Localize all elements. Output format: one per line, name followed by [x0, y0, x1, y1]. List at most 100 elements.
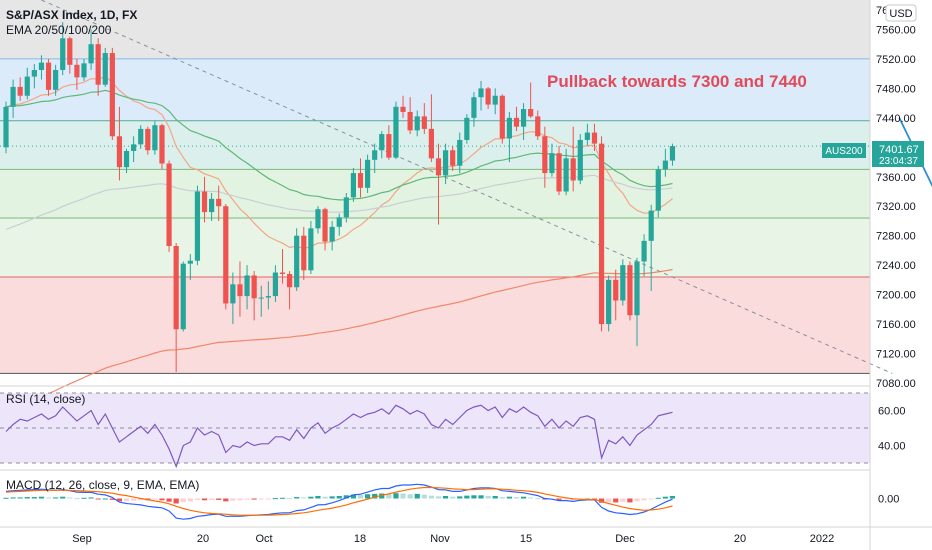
candle[interactable]	[60, 38, 66, 70]
candle[interactable]	[45, 62, 52, 90]
candle[interactable]	[265, 296, 271, 298]
macd-line[interactable]	[5, 483, 673, 520]
candle[interactable]	[24, 76, 30, 96]
candle[interactable]	[556, 153, 562, 192]
candle[interactable]	[102, 53, 108, 85]
candle[interactable]	[641, 240, 647, 262]
candle[interactable]	[435, 158, 442, 176]
candle[interactable]	[570, 158, 576, 181]
candle[interactable]	[209, 198, 215, 213]
signal-line[interactable]	[5, 486, 673, 516]
candle[interactable]	[350, 173, 357, 198]
candle[interactable]	[620, 265, 626, 301]
candle[interactable]	[287, 273, 293, 288]
candle[interactable]	[364, 159, 371, 188]
time-axis[interactable]: Sep 20 Oct 18 Nov 15 Dec 20 2022	[72, 533, 834, 545]
candle[interactable]	[3, 106, 9, 148]
currency-chip[interactable]	[885, 4, 917, 22]
candle[interactable]	[506, 117, 512, 139]
candle[interactable]	[591, 132, 598, 144]
candle[interactable]	[159, 125, 165, 164]
candle[interactable]	[237, 284, 243, 297]
candle[interactable]	[230, 284, 236, 304]
candle[interactable]	[627, 265, 633, 316]
candle[interactable]	[244, 275, 250, 297]
candle[interactable]	[308, 228, 314, 271]
rsi-line[interactable]	[5, 404, 673, 469]
candle[interactable]	[109, 53, 115, 137]
candle[interactable]	[450, 150, 456, 166]
macd-pane[interactable]	[3, 483, 676, 520]
candle[interactable]	[123, 150, 130, 168]
candle[interactable]	[584, 132, 590, 140]
candle[interactable]	[95, 44, 101, 85]
candle[interactable]	[187, 260, 193, 264]
candle[interactable]	[38, 62, 45, 70]
candle[interactable]	[414, 116, 420, 131]
candle[interactable]	[329, 226, 335, 242]
candle[interactable]	[520, 109, 527, 127]
candle[interactable]	[372, 150, 378, 160]
candle[interactable]	[393, 106, 399, 158]
candle[interactable]	[53, 69, 59, 90]
price-pane[interactable]	[0, 0, 932, 414]
candle[interactable]	[357, 173, 364, 188]
candle[interactable]	[669, 146, 676, 161]
candle[interactable]	[442, 150, 449, 176]
candle[interactable]	[180, 263, 186, 330]
candle[interactable]	[343, 197, 349, 218]
candle[interactable]	[613, 279, 619, 301]
candle[interactable]	[279, 272, 286, 274]
candle[interactable]	[294, 235, 300, 288]
candle[interactable]	[81, 63, 87, 78]
candle[interactable]	[464, 117, 470, 140]
candle[interactable]	[138, 128, 144, 145]
candle[interactable]	[428, 128, 434, 159]
candle[interactable]	[421, 116, 427, 129]
candle[interactable]	[152, 125, 158, 151]
candle[interactable]	[131, 144, 137, 151]
rsi-pane[interactable]	[0, 392, 870, 469]
candle[interactable]	[301, 235, 307, 271]
candle[interactable]	[606, 279, 612, 325]
candle[interactable]	[457, 139, 463, 166]
candle[interactable]	[166, 163, 172, 247]
candle[interactable]	[655, 169, 661, 211]
candle[interactable]	[478, 88, 484, 98]
candle[interactable]	[315, 209, 321, 229]
candle[interactable]	[634, 261, 640, 316]
candle[interactable]	[662, 160, 668, 170]
candle[interactable]	[258, 297, 264, 299]
candle[interactable]	[194, 191, 201, 261]
candle[interactable]	[535, 116, 541, 137]
candle[interactable]	[67, 38, 73, 65]
candle[interactable]	[648, 210, 654, 241]
candle[interactable]	[471, 97, 477, 118]
candle[interactable]	[407, 111, 413, 131]
candle[interactable]	[379, 134, 385, 151]
candle[interactable]	[10, 86, 16, 107]
candle[interactable]	[173, 246, 179, 330]
candle[interactable]	[74, 64, 80, 78]
candle[interactable]	[577, 139, 583, 181]
candle[interactable]	[513, 117, 520, 127]
candle[interactable]	[485, 88, 491, 105]
candle[interactable]	[322, 209, 328, 242]
candle[interactable]	[499, 95, 505, 139]
candle[interactable]	[145, 128, 151, 151]
candle[interactable]	[528, 109, 534, 117]
candle[interactable]	[223, 206, 229, 304]
candle[interactable]	[88, 44, 94, 64]
candle[interactable]	[116, 136, 123, 168]
candle[interactable]	[272, 272, 279, 297]
candle[interactable]	[542, 136, 548, 174]
candle[interactable]	[598, 143, 605, 325]
candle[interactable]	[216, 198, 222, 207]
candle[interactable]	[31, 69, 37, 77]
candle[interactable]	[386, 134, 392, 158]
candle[interactable]	[17, 86, 23, 96]
candle[interactable]	[549, 153, 555, 174]
candle[interactable]	[251, 275, 257, 299]
candle[interactable]	[563, 158, 569, 192]
